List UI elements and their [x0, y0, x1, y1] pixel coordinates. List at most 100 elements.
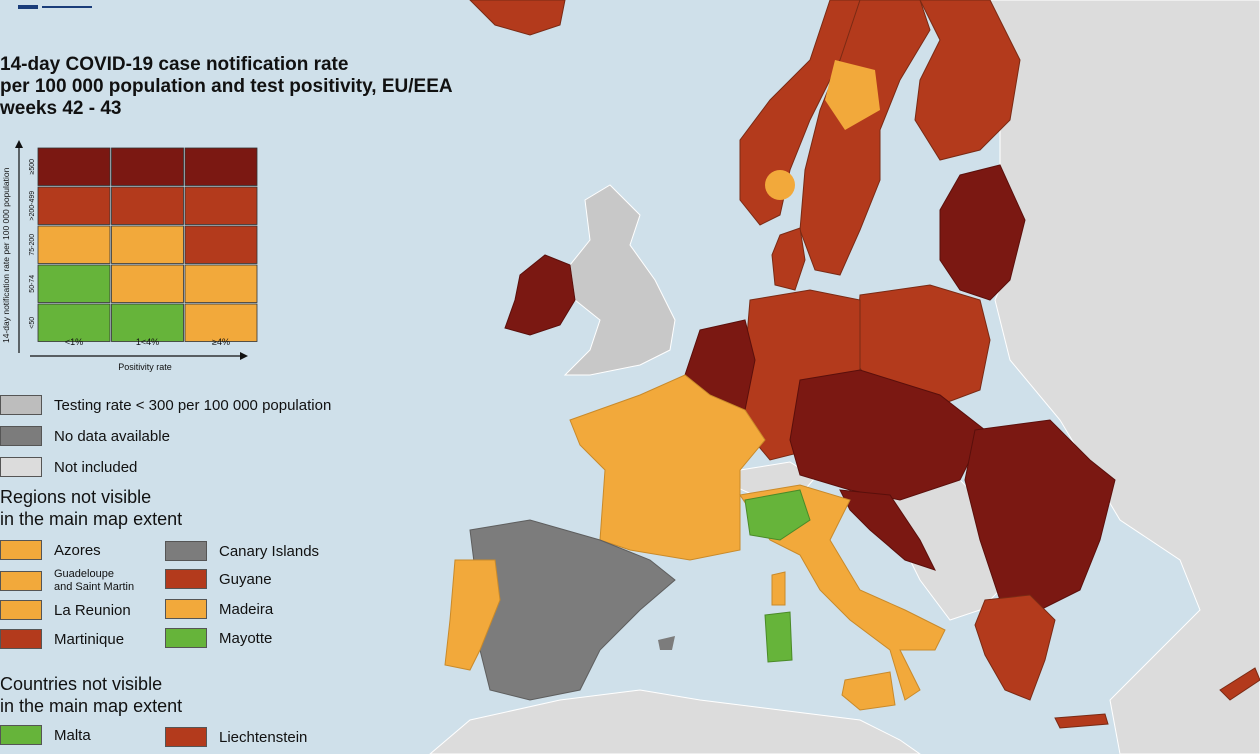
matrix-cell	[184, 264, 258, 303]
matrix-cell	[184, 147, 258, 186]
legend-not-included: Not included	[0, 457, 137, 477]
regions-heading-line-2: in the main map extent	[0, 509, 183, 529]
norway-orange-region	[765, 170, 795, 200]
matrix-row-label: >200-499	[29, 191, 36, 221]
matrix-x-axis-label: Positivity rate	[118, 362, 172, 372]
map-title: 14-day COVID-19 case notification rate p…	[0, 54, 453, 120]
corsica	[771, 571, 786, 606]
central-europe	[789, 369, 986, 501]
region-label-line-2: and Saint Martin	[54, 581, 135, 593]
denmark	[771, 227, 806, 291]
region-item: Mayotte	[165, 628, 272, 648]
matrix-col-label: ≥4%	[212, 337, 230, 347]
matrix-row-label: 50-74	[29, 275, 36, 293]
matrix-cell	[184, 303, 258, 342]
country-item: Malta	[0, 725, 91, 745]
balearic-islands	[658, 636, 675, 650]
sicily	[841, 671, 896, 711]
swatch-no-data	[0, 426, 42, 446]
matrix-cell	[111, 264, 184, 303]
region-label: Martinique	[54, 630, 125, 648]
country-item: Liechtenstein	[165, 727, 307, 747]
region-swatch	[165, 599, 207, 619]
title-line-3: weeks 42 - 43	[0, 98, 122, 119]
united-kingdom	[563, 184, 676, 376]
matrix-col-label: 1<4%	[136, 337, 159, 347]
region-label: Guadeloupe and Saint Martin	[54, 568, 134, 594]
region-label: Guyane	[219, 570, 272, 588]
region-item: Canary Islands	[165, 541, 319, 561]
region-label: Madeira	[219, 600, 274, 618]
legend-no-data-label: No data available	[54, 427, 170, 445]
country-label: Malta	[54, 726, 91, 744]
region-label: Mayotte	[219, 629, 273, 647]
baltic-states	[939, 164, 1026, 301]
matrix-cell	[184, 225, 258, 264]
finland	[914, 0, 1021, 161]
country-label: Liechtenstein	[219, 728, 308, 746]
matrix-cell	[111, 147, 184, 186]
croatia-slovenia	[839, 489, 936, 571]
swatch-testing-rate	[0, 395, 42, 415]
iceland	[469, 0, 566, 36]
italy-green-north	[744, 489, 811, 541]
sweden-orange-region	[825, 60, 880, 130]
legend-testing-rate-label: Testing rate < 300 per 100 000 populatio…	[54, 396, 332, 414]
france	[569, 374, 766, 561]
region-label-line-1: Guadeloupe	[54, 568, 114, 580]
matrix-cell	[37, 264, 111, 303]
matrix-cell	[37, 147, 111, 186]
region-swatch	[165, 569, 207, 589]
region-swatch	[165, 628, 207, 648]
regions-heading-line-1: Regions not visible	[0, 487, 152, 507]
matrix-cell	[111, 303, 184, 342]
matrix-cell	[37, 225, 111, 264]
region-item: Martinique	[0, 629, 124, 649]
matrix-row-label: <50	[29, 317, 36, 329]
cyprus	[1219, 667, 1260, 701]
matrix-cell	[37, 186, 111, 225]
region-swatch	[0, 629, 42, 649]
countries-heading-line-2: in the main map extent	[0, 696, 183, 716]
matrix-col-label: <1%	[65, 337, 83, 347]
rate-positivity-matrix: 14-day notification rate per 100 000 pop…	[1, 140, 258, 372]
region-swatch	[0, 600, 42, 620]
ireland	[504, 254, 576, 336]
countries-heading-line-1: Countries not visible	[0, 674, 163, 694]
region-label: La Reunion	[54, 601, 131, 619]
matrix-cell	[184, 186, 258, 225]
portugal	[444, 559, 501, 671]
swatch-not-included	[0, 457, 42, 477]
region-item: La Reunion	[0, 600, 131, 620]
italy	[739, 484, 946, 701]
countries-heading: Countries not visible in the main map ex…	[0, 673, 182, 717]
matrix-cell	[111, 186, 184, 225]
matrix-cell	[37, 303, 111, 342]
region-swatch	[165, 541, 207, 561]
region-swatch	[0, 571, 42, 591]
regions-heading: Regions not visible in the main map exte…	[0, 486, 182, 530]
legend-no-data: No data available	[0, 426, 170, 446]
region-item: Guyane	[165, 569, 272, 589]
region-item: Guadeloupe and Saint Martin	[0, 568, 134, 594]
region-item: Madeira	[165, 599, 273, 619]
y-axis-arrow-icon	[15, 140, 23, 148]
country-swatch	[0, 725, 42, 745]
matrix-y-axis-label: 14-day notification rate per 100 000 pop…	[1, 167, 11, 343]
region-item: Azores	[0, 540, 101, 560]
matrix-row-label: ≥500	[29, 159, 36, 175]
matrix-row-label: 75-200	[29, 234, 36, 256]
title-line-1: 14-day COVID-19 case notification rate	[0, 54, 349, 75]
legend-testing-rate: Testing rate < 300 per 100 000 populatio…	[0, 395, 331, 415]
non-eu-land-africa	[429, 689, 921, 754]
crete	[1054, 713, 1109, 729]
region-label: Canary Islands	[219, 542, 320, 560]
region-label: Azores	[54, 541, 101, 559]
matrix-cell	[111, 225, 184, 264]
agency-logo	[18, 0, 98, 9]
x-axis-arrow-icon	[240, 352, 248, 360]
sardinia	[764, 611, 793, 663]
region-swatch	[0, 540, 42, 560]
country-swatch	[165, 727, 207, 747]
